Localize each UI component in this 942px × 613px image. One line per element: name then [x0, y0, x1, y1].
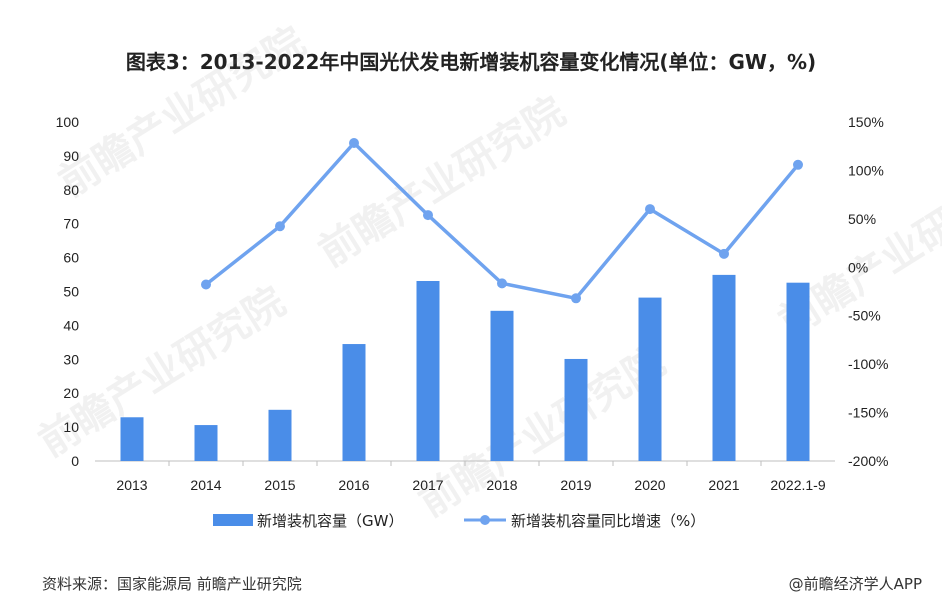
line-point — [645, 204, 655, 215]
line-point — [423, 210, 433, 221]
left-axis-tick-label: 100 — [56, 114, 80, 130]
legend-line-marker — [480, 515, 490, 525]
left-axis-tick-label: 60 — [63, 250, 79, 266]
left-axis-tick-label: 0 — [71, 453, 79, 469]
x-axis-tick-label: 2022.1-9 — [770, 477, 825, 493]
bar — [564, 358, 588, 461]
x-axis-tick-label: 2015 — [264, 477, 295, 493]
left-axis-tick-label: 50 — [63, 284, 79, 300]
chart-title: 图表3：2013-2022年中国光伏发电新增装机容量变化情况(单位：GW，%) — [125, 50, 817, 74]
bar — [194, 425, 218, 461]
x-axis-tick-label: 2017 — [412, 477, 443, 493]
bar — [490, 310, 514, 461]
right-axis-tick-label: -150% — [848, 405, 888, 421]
x-axis-tick-label: 2014 — [190, 477, 221, 493]
x-axis-tick-label: 2013 — [116, 477, 147, 493]
right-axis-tick-label: -200% — [848, 453, 888, 469]
x-axis-tick-label: 2019 — [560, 477, 591, 493]
x-axis-tick-label: 2020 — [634, 477, 665, 493]
right-axis-tick-label: 150% — [848, 114, 884, 130]
credit-note: @前瞻经济学人APP — [788, 575, 922, 593]
bar — [712, 274, 736, 461]
line-point — [571, 293, 581, 304]
right-axis-tick-label: 0% — [848, 259, 868, 275]
right-axis-tick-label: 50% — [848, 211, 876, 227]
right-axis-tick-label: 100% — [848, 162, 884, 178]
line-point — [719, 248, 729, 259]
bar — [342, 344, 366, 461]
x-axis-tick-label: 2018 — [486, 477, 517, 493]
line-point — [349, 138, 359, 149]
bar — [638, 297, 662, 461]
line-point — [497, 278, 507, 289]
left-axis-tick-label: 90 — [63, 148, 79, 164]
x-axis-tick-label: 2021 — [708, 477, 739, 493]
bar — [416, 280, 440, 461]
bar — [786, 282, 810, 461]
line-point — [275, 221, 285, 232]
left-axis-tick-label: 70 — [63, 216, 79, 232]
left-axis-tick-label: 80 — [63, 182, 79, 198]
growth-rate-line — [204, 141, 800, 301]
legend-bar-swatch — [213, 514, 253, 526]
source-note: 资料来源：国家能源局 前瞻产业研究院 — [42, 575, 302, 593]
line-point — [201, 279, 211, 290]
right-axis-tick-label: -100% — [848, 356, 888, 372]
right-axis-tick-label: -50% — [848, 308, 881, 324]
left-axis-tick-label: 20 — [63, 385, 79, 401]
left-axis-tick-label: 10 — [63, 419, 79, 435]
left-axis-tick-label: 40 — [63, 317, 79, 333]
left-axis-tick-label: 30 — [63, 351, 79, 367]
bar — [120, 417, 144, 461]
legend-bar-label: 新增装机容量（GW） — [257, 512, 403, 530]
legend-line-label: 新增装机容量同比增速（%） — [511, 512, 705, 530]
x-axis-tick-label: 2016 — [338, 477, 369, 493]
line-point — [793, 159, 803, 170]
bar — [268, 409, 292, 461]
